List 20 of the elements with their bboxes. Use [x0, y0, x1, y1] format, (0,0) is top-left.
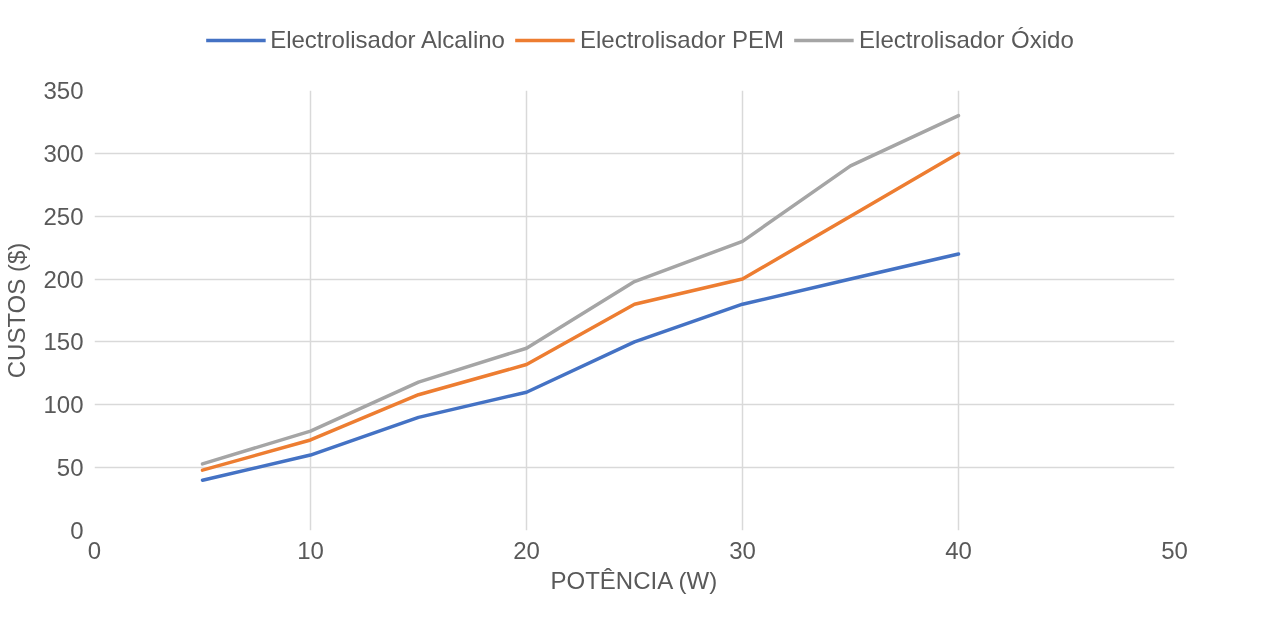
y-tick-label: 100 — [43, 391, 84, 419]
y-axis-title: CUSTOS ($) — [3, 242, 31, 379]
x-tick-label: 40 — [945, 536, 972, 564]
y-tick-label: 0 — [70, 517, 84, 544]
y-tick-label: 350 — [43, 77, 84, 104]
x-tick-label: 20 — [513, 536, 540, 564]
y-tick-label: 200 — [43, 265, 84, 293]
line-series — [200, 252, 961, 482]
y-tick-label: 50 — [56, 454, 84, 482]
legend-label: Electrolisador Alcalino — [270, 26, 505, 54]
x-tick-label: 30 — [729, 536, 756, 564]
legend-label: Electrolisador PEM — [579, 26, 785, 54]
y-tick-label: 250 — [43, 202, 84, 230]
x-tick-label: 0 — [87, 536, 102, 564]
x-tick-label: 50 — [1161, 536, 1188, 564]
x-axis-title: POTÊNCIA (W) — [550, 566, 718, 594]
y-tick-label: 150 — [43, 328, 84, 356]
legend-label: Electrolisador Óxido — [859, 26, 1074, 54]
x-tick-label: 10 — [297, 536, 324, 564]
y-tick-label: 300 — [43, 139, 84, 167]
